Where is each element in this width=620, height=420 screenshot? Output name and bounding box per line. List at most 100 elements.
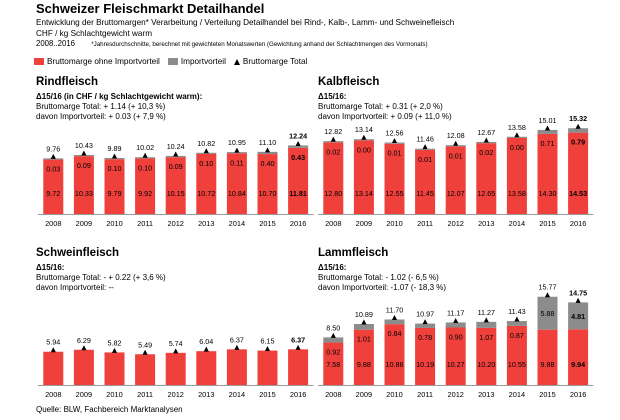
importvorteil-label: 0.01	[388, 149, 402, 158]
bar-importvorteil	[323, 337, 344, 343]
bar-ohne-importvorteil	[476, 143, 497, 214]
importvorteil-label: 0.71	[541, 139, 555, 148]
legend-swatch-red	[34, 58, 44, 65]
bar-ohne-importvorteil	[568, 132, 589, 214]
bar-importvorteil	[288, 145, 309, 148]
years-line: 2008..2016 *Jahresdurchschnitte, berechn…	[36, 39, 428, 48]
panel-info-kalb: Δ15/16: Bruttomarge Total: + 0.31 (+ 2,0…	[318, 92, 452, 122]
ohne-label: 12.55	[386, 189, 404, 198]
importvorteil-label: 0.00	[357, 145, 371, 154]
total-label: 11.27	[478, 308, 495, 317]
total-label: 13.58	[508, 123, 526, 132]
bar-ohne-importvorteil	[445, 327, 466, 385]
bar-ohne-importvorteil	[43, 159, 64, 214]
total-label: 8.50	[326, 323, 340, 332]
total-marker	[361, 319, 367, 325]
bar-importvorteil	[415, 148, 436, 150]
panel-info-schwein: Δ15/16: Bruttomarge Total: - + 0.22 (+ 3…	[36, 263, 166, 293]
bar-ohne-importvorteil	[415, 327, 436, 385]
total-marker	[50, 153, 56, 159]
panel-info-rind: Δ15/16 (in CHF / kg Schlachtgewicht warm…	[36, 92, 202, 122]
info-total: Bruttomarge Total: + 1.14 (+ 10,3 %)	[36, 102, 166, 111]
legend-item-import: Importvorteil	[167, 57, 226, 66]
total-label: 12.67	[477, 128, 495, 137]
ohne-label: 10.19	[416, 360, 434, 369]
x-tick-label: 2008	[45, 219, 61, 228]
bar-importvorteil	[257, 151, 278, 155]
panel-title-lamm: Lammfleisch	[318, 247, 389, 259]
total-marker	[575, 123, 581, 129]
ohne-label: 9.88	[357, 360, 371, 369]
total-label: 5.94	[46, 338, 60, 347]
bar-importvorteil	[384, 142, 405, 144]
bar-ohne-importvorteil	[537, 133, 558, 214]
x-tick-label: 2014	[509, 219, 525, 228]
ohne-label: 9.72	[46, 189, 60, 198]
bar-importvorteil	[415, 323, 436, 328]
ohne-label: 10.27	[447, 360, 465, 369]
legend-item-ohne: Bruttomarge ohne Importvorteil	[34, 57, 160, 66]
bar-ohne-importvorteil	[104, 352, 125, 385]
total-label: 6.15	[261, 337, 275, 346]
total-marker	[142, 349, 148, 355]
legend-item-total: Bruttomarge Total	[233, 57, 307, 66]
bar-ohne-importvorteil	[165, 157, 186, 214]
total-marker	[203, 346, 209, 352]
subtitle: Entwicklung der Bruttomargen* Verarbeitu…	[36, 18, 455, 27]
bar-importvorteil	[476, 141, 497, 144]
info-total: Bruttomarge Total: + 0.31 (+ 2,0 %)	[318, 102, 443, 111]
bar-importvorteil	[226, 152, 247, 154]
bar-ohne-importvorteil	[323, 142, 344, 214]
bar-importvorteil	[568, 128, 589, 133]
ohne-label: 10.55	[508, 360, 526, 369]
legend-label-ohne: Bruttomarge ohne Importvorteil	[47, 57, 160, 66]
triangle-icon	[233, 58, 240, 65]
total-label: 15.32	[569, 114, 587, 123]
total-marker	[264, 147, 271, 153]
x-tick-label: 2009	[356, 390, 372, 399]
bar-ohne-importvorteil	[257, 350, 278, 385]
x-tick-label: 2015	[259, 219, 275, 228]
importvorteil-label: 0.02	[326, 147, 340, 156]
total-marker	[514, 316, 520, 322]
x-tick-label: 2011	[417, 390, 433, 399]
total-label: 9.89	[108, 144, 122, 153]
ohne-label: 12.80	[324, 189, 342, 198]
panel-title-kalb: Kalbfleisch	[318, 76, 380, 88]
x-tick-label: 2008	[45, 390, 61, 399]
x-tick-label: 2011	[137, 219, 153, 228]
total-marker	[330, 332, 336, 338]
bar-ohne-importvorteil	[288, 349, 309, 385]
ohne-label: 14.30	[539, 189, 557, 198]
total-marker	[514, 132, 520, 138]
bar-importvorteil	[165, 155, 186, 158]
info-delta: Δ15/16:	[318, 92, 347, 101]
ohne-label: 14.53	[569, 189, 587, 198]
total-label: 15.77	[539, 283, 557, 292]
bar-ohne-importvorteil	[43, 351, 64, 385]
total-label: 11.10	[259, 138, 276, 147]
x-tick-label: 2013	[478, 390, 494, 399]
bar-importvorteil	[506, 136, 527, 138]
legend: Bruttomarge ohne Importvorteil Importvor…	[34, 57, 315, 66]
importvorteil-label: 4.81	[571, 312, 585, 321]
ohne-label: 9.79	[108, 189, 122, 198]
total-label: 15.01	[539, 116, 557, 125]
bar-ohne-importvorteil	[323, 342, 344, 385]
total-marker	[453, 140, 459, 146]
x-tick-label: 2014	[509, 390, 525, 399]
total-marker	[422, 319, 428, 325]
ohne-label: 10.84	[228, 189, 246, 198]
x-tick-label: 2008	[325, 390, 341, 399]
ohne-label: 10.72	[197, 189, 215, 198]
importvorteil-label: 0.90	[449, 332, 463, 341]
total-label: 6.04	[199, 337, 213, 346]
importvorteil-label: 0.00	[510, 143, 524, 152]
x-tick-label: 2010	[386, 219, 402, 228]
info-total: Bruttomarge Total: - + 0.22 (+ 3,6 %)	[36, 273, 166, 282]
bar-ohne-importvorteil	[226, 153, 247, 214]
importvorteil-label: 0.03	[46, 165, 60, 174]
x-tick-label: 2008	[325, 219, 341, 228]
